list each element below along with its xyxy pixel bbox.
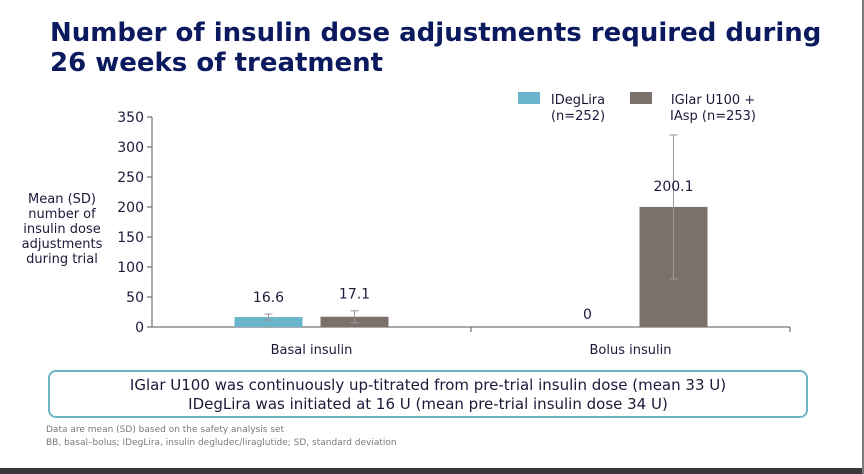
legend-label: (n=252) xyxy=(551,109,605,124)
legend-swatch xyxy=(630,92,652,104)
legend-label: IAsp (n=253) xyxy=(670,109,756,124)
callout-box: IGlar U100 was continuously up-titrated … xyxy=(48,370,808,418)
title-line-2: 26 weeks of treatment xyxy=(50,48,384,78)
x-tick-label: Basal insulin xyxy=(271,343,353,358)
bottom-rule xyxy=(0,468,864,474)
y-axis-label: Mean (SD) number of insulin dose adjustm… xyxy=(8,192,116,267)
bar xyxy=(234,317,303,327)
y-tick-label: 250 xyxy=(117,170,144,186)
y-axis-label-line: number of xyxy=(28,207,96,222)
legend-label: IDegLira xyxy=(551,93,605,108)
data-label: 0 xyxy=(583,307,592,323)
callout-line-1: IGlar U100 was continuously up-titrated … xyxy=(129,376,727,394)
y-tick-label: 100 xyxy=(117,260,144,276)
y-tick-label: 350 xyxy=(117,110,144,126)
legend-label: IGlar U100 + xyxy=(671,93,755,108)
footnote-line: BB, basal–bolus; IDegLira, insulin deglu… xyxy=(46,438,397,448)
data-label: 16.6 xyxy=(253,290,284,306)
callout-line-2: IDegLira was initiated at 16 U (mean pre… xyxy=(188,395,668,413)
footnotes: Data are mean (SD) based on the safety a… xyxy=(46,424,397,450)
bar-chart: 0 50 100 150 200 250 300 350 Basal insulin 16.6 17… xyxy=(117,92,791,358)
data-label: 200.1 xyxy=(653,179,693,195)
footnote-line: Data are mean (SD) based on the safety a… xyxy=(46,425,285,435)
data-label: 17.1 xyxy=(339,287,370,303)
right-edge-rule xyxy=(862,0,864,474)
x-tick-label: Bolus insulin xyxy=(590,343,672,358)
y-tick-label: 300 xyxy=(117,140,144,156)
chart-title: Number of insulin dose adjustments requi… xyxy=(50,18,850,78)
y-tick-label: 150 xyxy=(117,230,144,246)
title-line-1: Number of insulin dose adjustments requi… xyxy=(50,18,822,48)
y-axis-label-line: adjustments xyxy=(21,237,103,252)
y-tick-label: 200 xyxy=(117,200,144,216)
y-tick-label: 50 xyxy=(126,290,144,306)
legend-swatch xyxy=(518,92,540,104)
y-axis-label-line: during trial xyxy=(26,252,98,267)
y-axis-label-line: Mean (SD) xyxy=(28,192,96,207)
y-tick-label: 0 xyxy=(135,320,144,336)
y-axis-label-line: insulin dose xyxy=(23,222,101,237)
